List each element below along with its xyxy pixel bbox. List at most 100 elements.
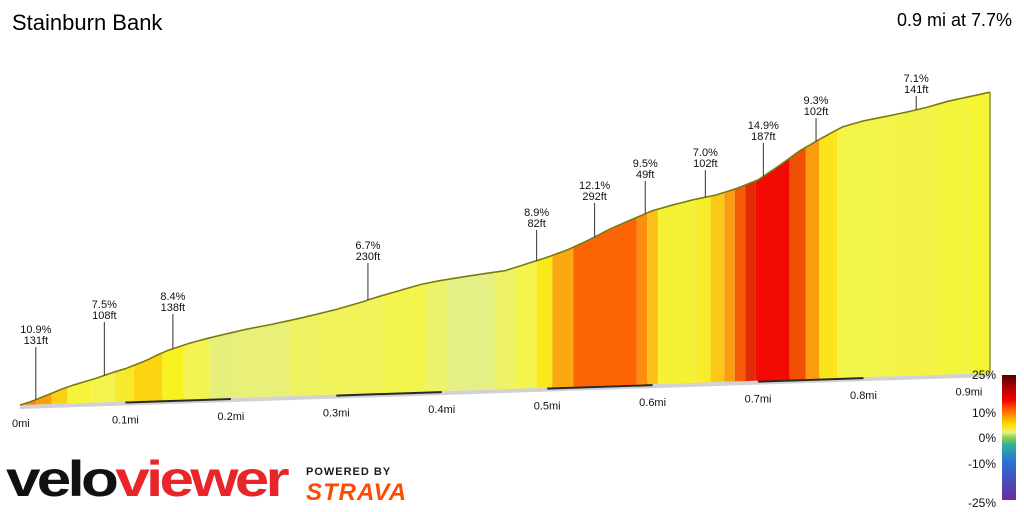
annotation-length: 187ft [751, 131, 775, 143]
annotation-length: 82ft [527, 218, 545, 230]
grade-segment-24 [694, 196, 711, 383]
logo-viewer: viewer [115, 452, 289, 507]
annotation-grade: 10.9% [20, 324, 51, 336]
grade-segment-5 [114, 365, 134, 402]
x-tick-label: 0mi [12, 418, 30, 430]
annotation-grade: 12.1% [579, 180, 610, 192]
x-tick-label: 0.6mi [639, 397, 666, 409]
grade-annotation: 12.1%292ft [579, 180, 610, 237]
logo-wordmark: velo viewer [6, 452, 289, 507]
grade-segment-36 [968, 92, 990, 374]
powered-by-strava: POWERED BY STRAVA [306, 466, 407, 507]
grade-segment-16 [494, 267, 516, 390]
annotation-grade: 9.5% [633, 158, 658, 170]
x-tick-label: 0.8mi [850, 390, 877, 402]
legend-label: 10% [972, 406, 996, 420]
x-tick-label: 0.2mi [217, 411, 244, 423]
annotation-grade: 14.9% [748, 120, 779, 132]
grade-segment-21 [636, 212, 648, 385]
grade-segment-19 [552, 247, 574, 388]
grade-segment-12 [320, 295, 384, 396]
grade-segment-0 [20, 399, 36, 405]
grade-segment-34 [893, 103, 940, 377]
powered-by-label: POWERED BY [306, 466, 392, 478]
grade-annotation: 10.9%131ft [20, 324, 52, 400]
grade-segment-27 [734, 185, 746, 382]
annotation-grade: 7.1% [904, 73, 929, 85]
annotation-grade: 7.5% [92, 299, 117, 311]
grade-segment-11 [288, 313, 321, 397]
annotation-length: 131ft [24, 335, 48, 347]
grade-annotation: 7.5%108ft [92, 299, 117, 376]
grade-segment-8 [183, 337, 210, 400]
grade-segment-23 [657, 199, 695, 384]
grade-segment-1 [35, 393, 52, 405]
base-band [20, 373, 990, 409]
grade-legend: 25% 10% 0% -10% -25% [968, 368, 1016, 510]
grade-annotation: 8.9%82ft [524, 207, 549, 261]
grade-segment-30 [789, 147, 806, 380]
x-tick-label: 0.3mi [323, 408, 350, 420]
grade-segment-17 [515, 260, 537, 389]
legend-color-bar [1002, 375, 1016, 500]
grade-segment-26 [724, 189, 735, 382]
grade-annotation: 9.5%49ft [633, 158, 658, 214]
annotation-length: 102ft [693, 158, 717, 170]
legend-label: 25% [972, 368, 996, 382]
grade-segment-13 [383, 283, 426, 393]
grade-segment-33 [837, 115, 893, 378]
annotation-length: 108ft [92, 310, 116, 322]
legend-label: -10% [968, 457, 996, 471]
grade-annotation: 7.0%102ft [693, 147, 718, 198]
segment-summary: 0.9 mi at 7.7% [896, 10, 1012, 30]
grade-segment-22 [647, 209, 658, 385]
veloviewer-logo: velo viewer [6, 452, 292, 507]
grade-segment-2 [51, 387, 68, 404]
grade-segment-4 [91, 371, 115, 403]
grade-annotation: 8.4%138ft [160, 291, 186, 349]
grade-segment-15 [447, 272, 495, 391]
grade-segment-18 [536, 255, 553, 388]
profile-top-line [19, 91, 991, 406]
annotation-length: 141ft [904, 84, 928, 96]
logo-velo: velo [6, 452, 117, 507]
gradient-segments [20, 92, 990, 405]
legend-label: 0% [979, 431, 997, 445]
segment-title: Stainburn Bank [12, 10, 163, 35]
strava-logo: STRAVA [306, 479, 408, 506]
grade-annotation: 9.3%102ft [803, 95, 829, 142]
annotation-grade: 7.0% [693, 147, 718, 159]
annotation-length: 138ft [161, 302, 185, 314]
annotation-grade: 6.7% [355, 240, 380, 252]
grade-segment-32 [819, 129, 838, 379]
grade-annotation: 7.1%141ft [904, 73, 929, 110]
x-tick-label: 0.5mi [534, 401, 561, 413]
grade-segment-10 [236, 320, 289, 398]
grade-segment-25 [710, 192, 725, 383]
annotation-grade: 8.9% [524, 207, 549, 219]
grade-segment-29 [755, 158, 790, 381]
x-axis-ticks: 0mi 0.1mi 0.2mi 0.3mi 0.4mi 0.5mi 0.6mi 0.7mi 0.… [12, 387, 982, 430]
annotation-length: 230ft [356, 251, 380, 263]
grade-segment-31 [805, 139, 820, 380]
profile-outline [19, 91, 991, 406]
grade-segment-6 [133, 352, 163, 402]
annotation-grade: 8.4% [160, 291, 185, 303]
grade-annotation: 6.7%230ft [355, 240, 381, 301]
x-tick-label: 0.1mi [112, 415, 139, 427]
annotation-grade: 9.3% [803, 95, 828, 107]
grade-annotations: 10.9%131ft 7.5%108ft 8.4%138ft 6.7%230ft 8.9… [20, 73, 929, 400]
grade-segment-14 [425, 279, 447, 392]
annotation-length: 102ft [804, 106, 828, 118]
grade-segment-20 [573, 217, 637, 387]
grade-segment-9 [209, 331, 237, 399]
grade-segment-7 [162, 345, 184, 401]
grade-segment-28 [745, 180, 756, 382]
grade-annotation: 14.9%187ft [748, 120, 779, 177]
x-tick-label: 0.4mi [428, 404, 455, 416]
x-tick-label: 0.9mi [955, 387, 982, 399]
annotation-length: 49ft [636, 169, 654, 181]
x-tick-label: 0.7mi [745, 394, 772, 406]
annotation-length: 292ft [582, 191, 606, 203]
